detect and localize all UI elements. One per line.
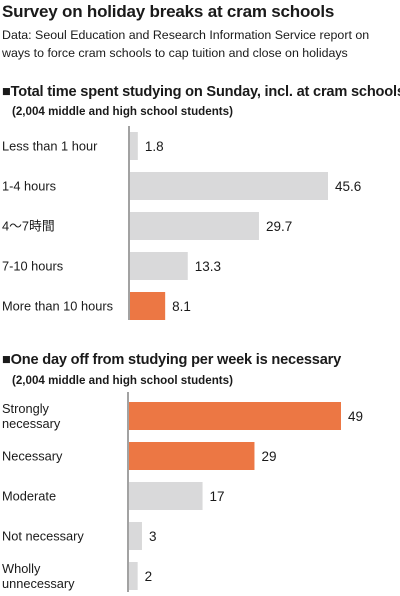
chart1-bars: 1.8 Less than 1 hour 45.6 1-4 hours 29.7 4～7時… <box>2 126 361 320</box>
chart1-value-label: 1.8 <box>145 139 164 154</box>
source-note: Data: Seoul Education and Research Infor… <box>2 28 370 60</box>
chart2-value-label: 49 <box>348 409 363 424</box>
chart1-category-label: More than 10 hours <box>2 299 113 314</box>
chart2-value-label: 2 <box>145 569 153 584</box>
chart2-bar <box>129 522 142 550</box>
chart1-value-label: 8.1 <box>172 299 191 314</box>
chart2-category-label: Necessary <box>2 449 63 464</box>
chart1-category-label: 1-4 hours <box>2 179 56 194</box>
chart1-bar <box>130 132 138 160</box>
chart1-value-label: 29.7 <box>266 219 292 234</box>
chart2-category-label: Not necessary <box>2 529 84 544</box>
chart1-bar <box>130 212 259 240</box>
chart2-title: ■One day off from studying per week is n… <box>2 352 342 368</box>
chart2-category-label: Moderate <box>2 489 56 504</box>
chart2-bar <box>129 402 341 430</box>
chart2-bar <box>129 482 203 510</box>
chart2-value-label: 3 <box>149 529 157 544</box>
chart2-category-label: Strongly necessary <box>2 401 61 431</box>
chart1-category-label: 7-10 hours <box>2 259 63 274</box>
chart2-value-label: 17 <box>210 489 225 504</box>
chart1-bar <box>130 172 328 200</box>
chart2-bars: 49 Strongly necessary 29 Necessary 17 Moderate… <box>2 392 363 592</box>
chart2-subtitle: (2,004 middle and high school students) <box>12 374 233 387</box>
chart2-bar <box>129 562 138 590</box>
chart1-bar <box>130 292 166 320</box>
chart2-category-label: Wholly unnecessary <box>2 561 75 591</box>
chart1-value-label: 13.3 <box>195 259 221 274</box>
chart1-category-label: 4～7時間 <box>2 219 55 234</box>
chart1-title: ■Total time spent studying on Sunday, in… <box>2 84 400 100</box>
chart2-bar <box>129 442 255 470</box>
chart-title: Survey on holiday breaks at cram schools <box>2 2 335 21</box>
chart1-bar <box>130 252 188 280</box>
chart1-value-label: 45.6 <box>335 179 361 194</box>
chart1-category-label: Less than 1 hour <box>2 139 98 154</box>
chart2-value-label: 29 <box>261 449 276 464</box>
chart1-subtitle: (2,004 middle and high school students) <box>12 105 233 118</box>
